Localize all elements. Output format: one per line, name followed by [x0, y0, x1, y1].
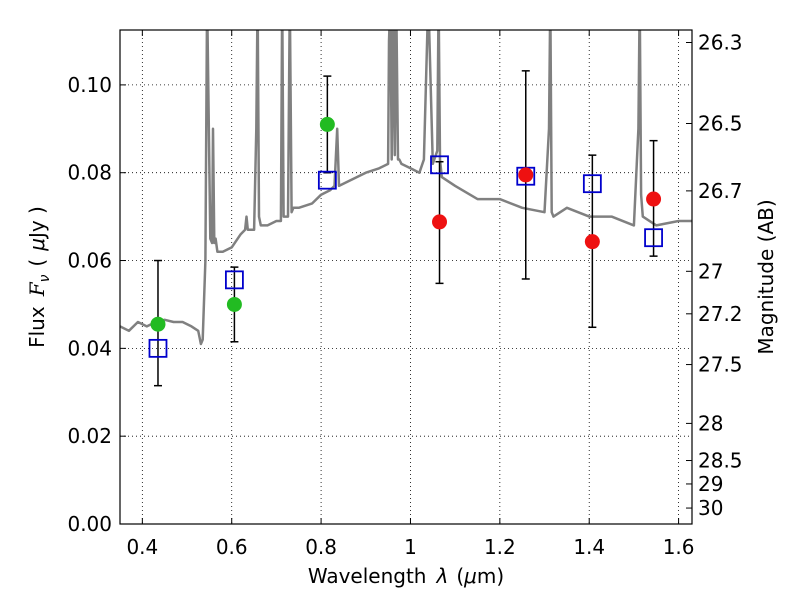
model-band-square: [224, 270, 244, 290]
observed-markers: [150, 116, 662, 332]
x-tick-label: 0.6: [216, 535, 248, 559]
y-axis-label-unit-open: (: [25, 259, 49, 267]
magnitude-tick-label: 27.5: [698, 353, 743, 377]
magnitude-axis-label: Magnitude (AB): [754, 199, 778, 354]
x-tick-label: 1.6: [663, 535, 695, 559]
magnitude-tick-label: 27.2: [698, 302, 743, 326]
x-axis-label-unit-open: (: [456, 564, 464, 588]
observed-point: [319, 116, 335, 132]
y-tick-label: 0.08: [67, 161, 112, 185]
x-axis-label-unit-rest: m): [477, 564, 504, 588]
model-band-markers: [148, 155, 663, 358]
y-axis-label-text: Flux: [25, 306, 49, 348]
y-tick-label: 0.02: [67, 424, 112, 448]
plot-frame: [119, 29, 693, 525]
x-axis-label-text: Wavelength: [308, 564, 427, 588]
magnitude-tick-label: 26.3: [698, 30, 743, 54]
y-axis-label: Flux Fν ( μJy ): [25, 206, 53, 348]
magnitude-tick-label: 28: [698, 411, 723, 435]
y-axis-label-unit-rest: Jy ): [25, 206, 49, 240]
observed-point: [226, 296, 242, 312]
x-tick-label: 1: [404, 535, 417, 559]
x-axis-ticks: 0.4 0.6 0.8 1 1.2 1.4 1.6: [126, 30, 695, 559]
x-tick-label: 0.8: [305, 535, 337, 559]
y-tick-label: 0.06: [67, 249, 112, 273]
magnitude-tick-label: 28.5: [698, 449, 743, 473]
observed-point: [646, 191, 662, 207]
y-axis-ticks: 0.00 0.02 0.04 0.06 0.08 0.10: [67, 73, 126, 536]
magnitude-tick-label: 29: [698, 472, 723, 496]
x-axis-label: Wavelength λ (μm): [308, 564, 504, 588]
magnitude-tick-label: 30: [698, 496, 723, 520]
y-axis-label-unit-mu: μ: [25, 238, 49, 252]
observed-point: [518, 167, 534, 183]
model-band-square: [582, 174, 602, 194]
y-tick-label: 0.10: [67, 73, 112, 97]
y-tick-label: 0.00: [67, 512, 112, 536]
x-axis-label-symbol: λ: [435, 564, 448, 588]
magnitude-tick-label: 26.7: [698, 179, 743, 203]
spectrum-line: [120, 30, 692, 346]
y-axis-label-subscript: ν: [37, 274, 53, 282]
observed-point: [432, 214, 448, 230]
observed-point: [150, 316, 166, 332]
model-band-square: [148, 338, 168, 358]
magnitude-tick-label: 26.5: [698, 112, 743, 136]
x-tick-label: 1.4: [573, 535, 605, 559]
observed-point: [584, 234, 600, 250]
plot-content: [120, 30, 692, 387]
model-band-square: [430, 155, 449, 175]
y-axis-label-symbol: F: [25, 281, 49, 297]
x-tick-label: 1.2: [484, 535, 516, 559]
error-bars: [153, 70, 658, 387]
model-spectrum: [120, 30, 692, 346]
x-tick-label: 0.4: [126, 535, 158, 559]
model-band-square: [644, 228, 663, 248]
y-tick-label: 0.04: [67, 336, 112, 360]
magnitude-tick-label: 27: [698, 259, 723, 283]
x-axis-label-unit-mu: μ: [463, 564, 477, 588]
model-band-square: [317, 170, 337, 190]
